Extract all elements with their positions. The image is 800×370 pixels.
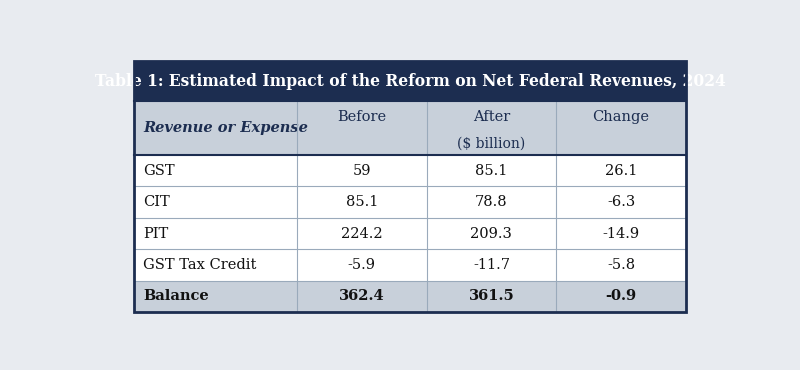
- Text: Table 1: Estimated Impact of the Reform on Net Federal Revenues, 2024: Table 1: Estimated Impact of the Reform …: [94, 73, 726, 90]
- Text: 85.1: 85.1: [346, 195, 378, 209]
- Text: 224.2: 224.2: [341, 226, 382, 240]
- Text: 59: 59: [353, 164, 371, 178]
- Text: GST: GST: [143, 164, 175, 178]
- Bar: [134, 155, 686, 186]
- Text: 85.1: 85.1: [475, 164, 507, 178]
- Text: GST Tax Credit: GST Tax Credit: [143, 258, 257, 272]
- Text: 26.1: 26.1: [605, 164, 638, 178]
- Bar: [134, 281, 686, 312]
- Text: 361.5: 361.5: [469, 289, 514, 303]
- Bar: [134, 218, 686, 249]
- Text: -6.3: -6.3: [607, 195, 635, 209]
- Text: -5.8: -5.8: [607, 258, 635, 272]
- Bar: [134, 186, 686, 218]
- Text: Balance: Balance: [143, 289, 209, 303]
- Bar: [134, 61, 686, 312]
- Bar: [134, 132, 686, 155]
- Text: 78.8: 78.8: [475, 195, 508, 209]
- Text: -0.9: -0.9: [606, 289, 637, 303]
- Text: PIT: PIT: [143, 226, 169, 240]
- Bar: [134, 101, 686, 132]
- Bar: [134, 249, 686, 281]
- Text: Before: Before: [337, 110, 386, 124]
- Text: -5.9: -5.9: [348, 258, 376, 272]
- Text: CIT: CIT: [143, 195, 170, 209]
- Text: 209.3: 209.3: [470, 226, 512, 240]
- Text: 362.4: 362.4: [339, 289, 385, 303]
- Text: Change: Change: [593, 110, 650, 124]
- Text: Revenue or Expense: Revenue or Expense: [143, 121, 308, 135]
- Text: After: After: [473, 110, 510, 124]
- Text: ($ billion): ($ billion): [458, 137, 526, 151]
- Text: -11.7: -11.7: [473, 258, 510, 272]
- Bar: [134, 61, 686, 101]
- Text: -14.9: -14.9: [602, 226, 640, 240]
